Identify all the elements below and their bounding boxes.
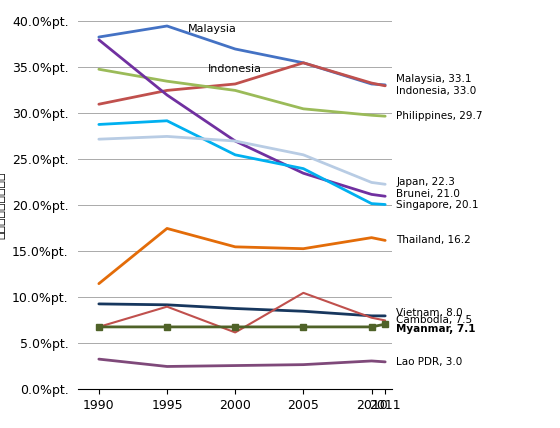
Text: Singapore, 20.1: Singapore, 20.1: [396, 200, 479, 211]
Text: Myanmar, 7.1: Myanmar, 7.1: [396, 324, 475, 334]
Text: Brunei, 21.0: Brunei, 21.0: [396, 190, 460, 199]
Text: Vietnam, 8.0: Vietnam, 8.0: [396, 308, 463, 318]
Text: Indonesia: Indonesia: [208, 64, 262, 74]
Text: Malaysia, 33.1: Malaysia, 33.1: [396, 74, 472, 84]
Text: Indonesia, 33.0: Indonesia, 33.0: [396, 86, 477, 96]
Text: Lao PDR, 3.0: Lao PDR, 3.0: [396, 357, 463, 367]
Y-axis label: 労働参加率の男女差: 労働参加率の男女差: [0, 172, 7, 239]
Text: Cambodia, 7.5: Cambodia, 7.5: [396, 315, 472, 325]
Text: Japan, 22.3: Japan, 22.3: [396, 178, 455, 187]
Text: Thailand, 16.2: Thailand, 16.2: [396, 235, 471, 245]
Text: Malaysia: Malaysia: [188, 24, 236, 34]
Text: Philippines, 29.7: Philippines, 29.7: [396, 111, 483, 121]
